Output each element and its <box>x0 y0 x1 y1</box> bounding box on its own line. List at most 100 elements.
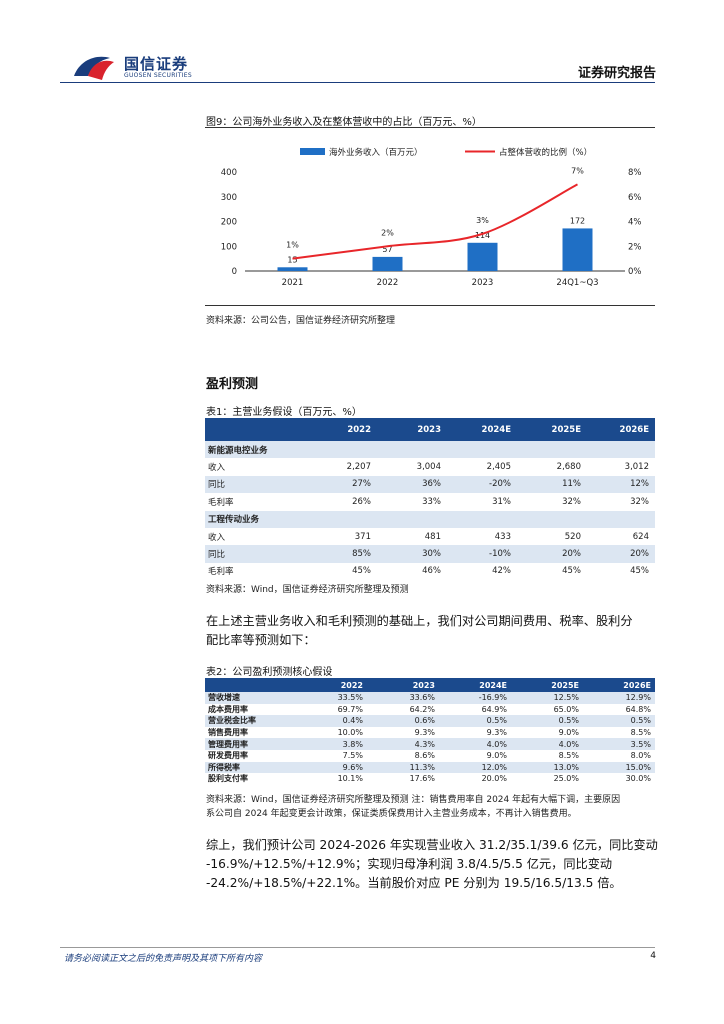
table-cell: 8.5% <box>630 728 651 738</box>
table-cell: 20% <box>587 545 655 563</box>
table-cell <box>447 510 517 528</box>
figure-top-rule <box>205 127 655 128</box>
table-header-cell: 2022 <box>285 678 367 692</box>
table-cell: -20% <box>447 475 517 494</box>
table-row: 销售费用率 10.0% 9.3% 9.3% 9.0% 8.5% <box>205 727 655 739</box>
table-cell: 17.6% <box>409 774 435 784</box>
table-cell: 2,680 <box>556 462 581 473</box>
table-header-cell: 2026E <box>583 678 655 692</box>
table-cell: 45% <box>562 566 581 577</box>
section-title: 盈利预测 <box>206 377 259 392</box>
table1-caption: 表1：主营业务假设（百万元、%） <box>206 407 362 418</box>
table-cell: 0.4% <box>285 715 367 727</box>
table-cell: 433 <box>494 531 511 542</box>
table-cell: 4.0% <box>511 738 583 750</box>
y2-axis-tick-label: 2% <box>628 242 642 252</box>
table-cell: 31% <box>492 496 511 507</box>
table-header-cell: 2025E <box>517 418 587 441</box>
table-row: 管理费用率 3.8% 4.3% 4.0% 4.0% 3.5% <box>205 738 655 750</box>
table-cell: 0.6% <box>367 715 439 727</box>
table-cell <box>377 441 447 459</box>
table-cell: 10.1% <box>337 774 363 784</box>
table-row: 股利支付率 10.1% 17.6% 20.0% 25.0% 30.0% <box>205 773 655 785</box>
table-row: 营业税金比率 0.4% 0.6% 0.5% 0.5% 0.5% <box>205 715 655 727</box>
y-axis-tick-label: 100 <box>221 242 237 252</box>
table-row: 毛利率 26% 33% 31% 32% 32% <box>205 493 655 510</box>
table-row: 营收增速 33.5% 33.6% -16.9% 12.5% 12.9% <box>205 692 655 704</box>
table-cell: 12.0% <box>439 761 511 774</box>
y-axis-tick-label: 0 <box>232 267 237 277</box>
table-cell <box>293 441 377 459</box>
table-cell <box>293 510 377 528</box>
table-cell: 2,207 <box>346 462 371 473</box>
table-cell: 0.5% <box>439 715 511 727</box>
table-cell: 9.3% <box>486 728 507 738</box>
table-cell: 4.3% <box>367 738 439 750</box>
legend-swatch-bar <box>300 148 325 155</box>
footer-disclaimer: 请务必阅读正文之后的免责声明及其项下所有内容 <box>64 954 263 964</box>
table-cell: 481 <box>424 531 441 542</box>
table-cell: 9.3% <box>414 728 435 738</box>
table-cell: 32% <box>630 496 649 507</box>
figure-bottom-rule <box>205 305 655 306</box>
table-cell: 管理费用率 <box>205 738 285 750</box>
table-cell: 11% <box>517 475 587 494</box>
figure-source: 资料来源：公司公告，国信证券经济研究所整理 <box>206 316 396 326</box>
table-cell: 9.0% <box>486 751 507 761</box>
table-cell: 33% <box>422 496 441 507</box>
table-cell: 25.0% <box>553 774 579 784</box>
table-cell: 0.5% <box>583 715 655 727</box>
line-data-label: 2% <box>381 228 394 237</box>
table-cell: 10.0% <box>337 728 363 738</box>
table-cell: 12.5% <box>511 692 583 704</box>
table-cell: 12.9% <box>583 692 655 704</box>
legend-label-bar: 海外业务收入（百万元） <box>329 147 423 158</box>
table-cell <box>517 510 587 528</box>
y2-axis-tick-label: 4% <box>628 218 642 228</box>
paragraph-line: 综上，我们预计公司 2024-2026 年实现营业收入 31.2/35.1/39… <box>206 838 658 852</box>
logo-brand-en: GUOSEN SECURITIES <box>124 72 193 79</box>
table-header-row: 2022 2023 2024E 2025E 2026E <box>205 678 655 692</box>
table-cell: 15.0% <box>583 761 655 774</box>
y2-axis-tick-label: 6% <box>628 193 642 203</box>
table-cell: 36% <box>377 475 447 494</box>
y2-axis-tick-label: 8% <box>628 168 642 178</box>
table-cell: 45% <box>352 566 371 577</box>
guosen-logo-icon <box>74 56 114 80</box>
table-row: 毛利率 45% 46% 42% 45% 45% <box>205 563 655 580</box>
table-row: 所得税率 9.6% 11.3% 12.0% 13.0% 15.0% <box>205 761 655 774</box>
table-cell <box>587 441 655 459</box>
line-data-label: 7% <box>571 166 584 175</box>
table-cell: 研发费用率 <box>208 751 248 761</box>
table2-source-line: 系公司自 2024 年起变更会计政策，保证类质保费用计入主营业务成本，不再计入销… <box>206 809 577 819</box>
table-cell: 42% <box>492 566 511 577</box>
table-cell: 7.5% <box>342 751 363 761</box>
table-header-cell: 2024E <box>439 678 511 692</box>
table-cell: 毛利率 <box>208 567 234 578</box>
report-type-label: 证券研究报告 <box>577 66 656 81</box>
line-data-label: 1% <box>286 241 299 250</box>
table-cell: 27% <box>293 475 377 494</box>
table-cell <box>377 510 447 528</box>
y-axis-tick-label: 300 <box>221 193 237 203</box>
table-cell: 371 <box>354 531 371 542</box>
table-cell: 9.0% <box>558 728 579 738</box>
paragraph-line: -24.2%/+18.5%/+22.1%。当前股价对应 PE 分别为 19.5/… <box>206 876 622 890</box>
table-cell: 8.6% <box>414 751 435 761</box>
bar-data-label: 172 <box>570 216 585 225</box>
y2-axis-tick-label: 0% <box>628 267 642 277</box>
table-cell: 69.7% <box>337 704 363 714</box>
table-cell: 3,004 <box>416 462 441 473</box>
table-cell: 0.5% <box>511 715 583 727</box>
bar <box>467 242 498 271</box>
table-cell: 12% <box>587 475 655 494</box>
paragraph-line: -16.9%/+12.5%/+12.9%；实现归母净利润 3.8/4.5/5.5… <box>206 857 613 871</box>
table-cell: 所得税率 <box>205 761 285 774</box>
table-cell: 30% <box>377 545 447 563</box>
table-section-row: 新能源电控业务 <box>205 441 655 459</box>
x-axis-tick-label: 2022 <box>377 278 399 288</box>
table-cell: 13.0% <box>511 761 583 774</box>
overseas-revenue-chart: 海外业务收入（百万元） 占整体营收的比例（%） 0 100 200 300 400 0% 2… <box>221 147 642 288</box>
bar-data-label: 15 <box>287 255 297 264</box>
table-cell: -16.9% <box>439 692 511 704</box>
